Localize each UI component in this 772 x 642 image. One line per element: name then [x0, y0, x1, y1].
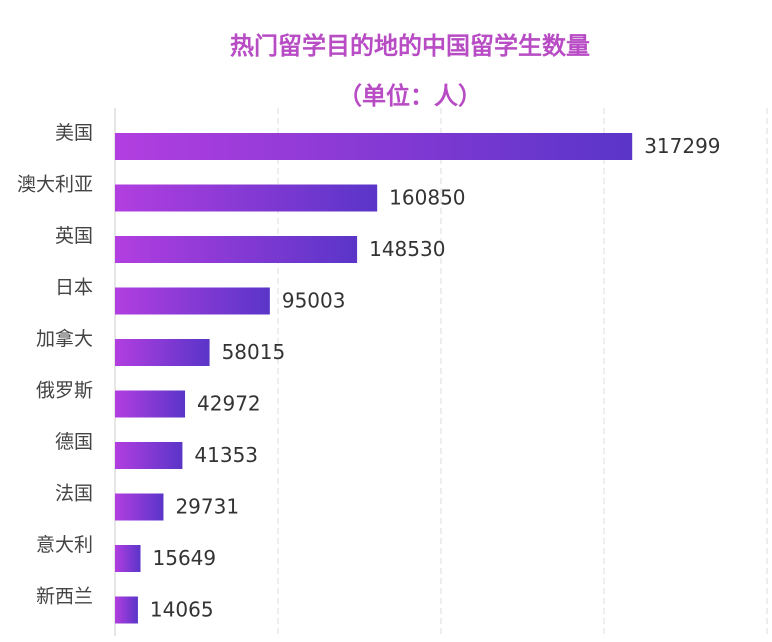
category-label: 俄罗斯	[36, 380, 93, 402]
value-label: 160850	[389, 186, 465, 210]
value-label: 41353	[194, 443, 258, 467]
category-label: 澳大利亚	[17, 174, 93, 196]
bar	[115, 184, 378, 212]
chart-title: 热门留学目的地的中国留学生数量	[230, 32, 590, 60]
bar	[115, 493, 164, 521]
bar	[115, 545, 141, 572]
bar	[115, 133, 633, 160]
bar	[115, 339, 210, 366]
category-label: 英国	[55, 225, 93, 247]
bar	[115, 236, 358, 263]
bar	[115, 442, 183, 469]
value-label: 29731	[175, 495, 239, 519]
category-label: 美国	[55, 122, 93, 144]
category-label: 德国	[55, 431, 93, 453]
category-label: 加拿大	[36, 327, 93, 350]
bar	[115, 596, 138, 624]
value-label: 15649	[153, 546, 217, 570]
value-label: 317299	[644, 134, 720, 158]
category-label: 日本	[55, 277, 93, 299]
value-label: 42972	[197, 392, 261, 416]
bar	[115, 287, 270, 315]
value-label: 58015	[222, 340, 286, 364]
chart-subtitle: （单位：人）	[338, 82, 482, 110]
category-label: 意大利	[36, 534, 93, 556]
value-label: 148530	[369, 237, 445, 261]
bar	[115, 390, 186, 418]
category-label: 新西兰	[36, 586, 93, 608]
category-label: 法国	[55, 483, 93, 505]
value-label: 14065	[150, 598, 214, 622]
value-label: 95003	[282, 289, 346, 313]
